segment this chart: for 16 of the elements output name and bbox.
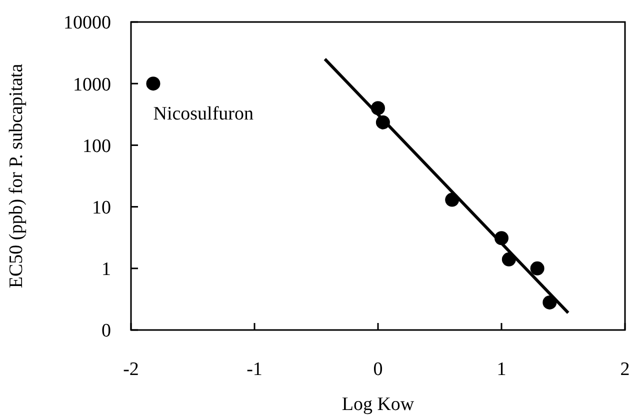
x-tick-label: 2: [620, 359, 630, 380]
y-axis-title: EC50 (ppb) for P. subcapitata: [6, 63, 27, 288]
x-tick-label: -2: [123, 359, 139, 380]
y-tick-label: 1000: [73, 74, 111, 96]
point: [530, 261, 544, 276]
x-axis-title: Log Kow: [342, 394, 414, 415]
point: [146, 76, 160, 91]
annotation: Nicosulfuron: [153, 104, 254, 125]
y-tick-label: 10000: [64, 12, 111, 34]
y-tick-label: 1: [102, 259, 111, 280]
x-tick-label: 0: [373, 359, 383, 380]
y-tick-label: 100: [82, 136, 111, 157]
x-tick-label: 1: [496, 359, 506, 380]
y-tick-label: 0: [102, 320, 111, 342]
x-tick-label: -1: [246, 359, 262, 380]
y-tick-label: 10: [92, 197, 111, 218]
